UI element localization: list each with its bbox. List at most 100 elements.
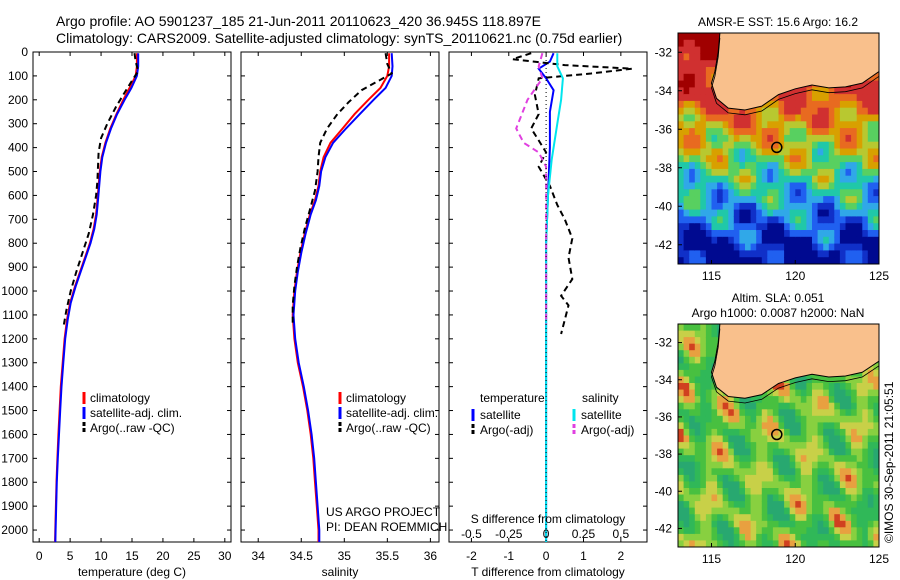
map-cell: [873, 481, 879, 489]
map-cell: [689, 182, 696, 190]
map-cell: [700, 230, 707, 238]
map-cell: [834, 376, 841, 384]
map-cell: [862, 415, 869, 423]
map-cell: [851, 107, 858, 116]
argo-float-marker: [771, 428, 783, 441]
map-cell: [689, 94, 696, 102]
map-cell: [828, 148, 835, 156]
map-cell: [867, 396, 874, 404]
y-tick-label: 300: [8, 117, 28, 131]
map-cell: [845, 422, 852, 430]
map-cell: [795, 87, 802, 95]
map-cell: [817, 209, 824, 217]
map-cell: [711, 428, 718, 437]
map-cell: [778, 257, 785, 264]
map-cell: [694, 527, 701, 535]
map-cell: [812, 442, 819, 450]
map-cell: [683, 455, 690, 463]
map-cell: [767, 223, 774, 231]
map-cell: [784, 461, 791, 469]
map-cell: [745, 455, 752, 463]
map-cell: [678, 134, 685, 143]
map-cell: [795, 494, 802, 502]
map-cell: [689, 216, 696, 224]
map-cell: [700, 474, 707, 483]
map-cell: [778, 114, 785, 122]
map-cell: [856, 488, 863, 496]
map-cell: [823, 182, 830, 190]
map-cell: [845, 216, 852, 224]
map-cell: [694, 148, 701, 156]
map-cell: [834, 409, 841, 417]
map-cell: [867, 223, 874, 231]
series-group: [54, 53, 140, 542]
map-cell: [705, 428, 713, 437]
map-cell: [761, 148, 768, 156]
map-cell: [756, 428, 763, 437]
map-cell: [778, 94, 785, 102]
map-cell: [722, 520, 729, 528]
map-cell: [683, 257, 690, 264]
map-cell: [851, 134, 858, 143]
map-cell: [839, 114, 847, 122]
map-cell: [834, 87, 841, 95]
map-cell: [845, 257, 852, 264]
map-cell: [694, 141, 701, 150]
map-cell: [745, 415, 752, 423]
map-cell: [694, 46, 701, 54]
map-cell: [778, 134, 785, 143]
map-cell: [789, 540, 796, 547]
map-cell: [823, 409, 830, 417]
map-cell: [683, 162, 690, 170]
map-cell: [812, 148, 819, 156]
map-cell: [689, 356, 696, 364]
map-cell: [812, 533, 819, 542]
map-cell: [761, 409, 768, 417]
map-cell: [756, 461, 763, 469]
map-cell: [778, 243, 785, 251]
map-cell: [828, 162, 835, 170]
map-cell: [761, 257, 768, 264]
map-cell: [845, 494, 852, 502]
map-cell: [845, 468, 852, 476]
map-cell: [733, 442, 740, 450]
map-cell: [795, 396, 802, 404]
map-cell: [700, 257, 707, 264]
map-cell: [705, 461, 713, 469]
map-cell: [689, 168, 696, 177]
map-cell: [784, 402, 791, 410]
map-cell: [806, 230, 813, 238]
map-cell: [683, 356, 690, 364]
map-cell: [812, 196, 819, 204]
map-cell: [717, 230, 724, 238]
map-cell: [717, 520, 724, 528]
map-cell: [862, 209, 869, 217]
map-cell: [683, 182, 690, 190]
map-cell: [739, 128, 746, 136]
map-cell: [772, 520, 780, 528]
map-cell: [683, 540, 690, 547]
map-cell: [750, 168, 757, 177]
map-lat-label: -38: [655, 161, 673, 175]
map-cell: [756, 402, 763, 410]
y-tick-label: 1100: [2, 308, 28, 322]
map-cell: [756, 527, 763, 535]
map-cell: [817, 520, 824, 528]
map-cell: [705, 236, 713, 245]
map-cell: [689, 383, 696, 391]
map-cell: [845, 202, 852, 211]
map-cell: [862, 494, 869, 502]
map-cell: [839, 230, 847, 238]
map-cell: [694, 389, 701, 397]
map-cell: [839, 168, 847, 177]
map-cell: [778, 455, 785, 463]
map-cell: [767, 428, 774, 437]
map-cell: [750, 494, 757, 502]
map-cell: [862, 369, 869, 378]
map-cell: [705, 494, 713, 502]
map-cell: [711, 330, 718, 338]
map-cell: [750, 162, 757, 170]
map-cell: [784, 520, 791, 528]
map-cell: [705, 209, 713, 217]
map-cell: [823, 468, 830, 476]
